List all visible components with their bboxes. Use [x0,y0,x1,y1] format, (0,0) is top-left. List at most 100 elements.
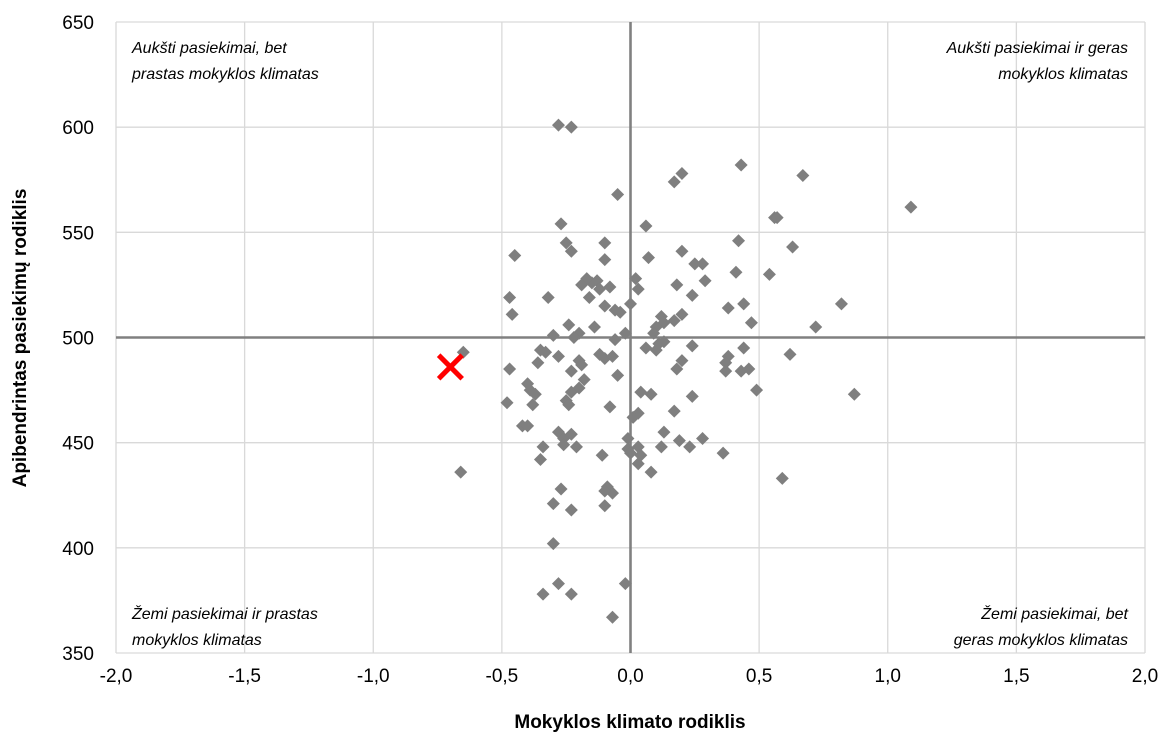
y-tick-label: 500 [62,329,94,350]
data-point [657,425,671,439]
data-point [564,503,578,517]
quadrant-label-bottom-left-line2: mokyklos klimatas [132,632,262,649]
data-point [503,291,517,305]
data-point [732,234,746,248]
y-tick-label: 650 [62,13,94,34]
data-point [750,383,764,397]
x-tick-label: 1,0 [875,666,901,687]
data-point [734,158,748,172]
data-point [593,347,607,361]
data-point [454,465,468,479]
data-point [611,368,625,382]
data-point [729,265,743,279]
data-point [587,320,601,334]
y-tick-label: 550 [62,223,94,244]
data-point [598,236,612,250]
data-point [621,431,635,445]
data-point [649,343,663,357]
data-point [562,318,576,332]
data-point [904,200,918,214]
data-point [608,333,622,347]
data-point [634,385,648,399]
data-point [696,431,710,445]
data-point [685,389,699,403]
data-point [624,446,637,460]
data-point [721,301,735,315]
data-point [783,347,797,361]
data-point [603,280,617,294]
data-point [598,484,612,498]
quadrant-label-bottom-left-line1: Žemi pasiekimai ir prastas [131,604,318,623]
quadrant-label-top-right-line1: Aukšti pasiekimai ir geras [946,40,1128,57]
data-point [551,118,565,132]
quadrant-label-top-right-line2: mokyklos klimatas [998,66,1128,83]
data-point [508,248,522,262]
y-tick-labels: 350 400 450 500 550 600 650 [62,13,94,665]
data-point [719,364,733,378]
data-point [629,272,643,286]
data-point [595,448,609,462]
data-point [598,253,612,267]
data-point [564,364,578,378]
data-point [521,419,535,433]
data-point [546,497,560,511]
data-point [786,240,800,254]
data-point [575,278,589,292]
data-point [562,398,576,412]
data-point [631,282,645,296]
data-point [567,331,581,344]
y-tick-label: 350 [62,644,94,665]
quadrant-label-top-left-line1: Aukšti pasiekimai, bet [131,40,287,57]
data-point [639,341,653,355]
data-point [564,244,578,258]
x-axis-title: Mokyklos klimato rodiklis [514,712,745,733]
data-point [685,288,699,302]
data-point [505,307,519,321]
y-tick-label: 600 [62,118,94,139]
x-tick-label: 0,0 [617,666,643,687]
x-tick-label: -0,5 [486,666,519,687]
data-point [531,356,545,370]
data-point [613,305,627,319]
y-tick-label: 450 [62,434,94,455]
data-point [688,257,702,271]
data-point [670,362,684,376]
data-point [546,328,560,342]
data-point [631,457,645,471]
data-point [667,404,681,418]
y-axis-title: Apibendrintas pasiekimų rodiklis [10,189,31,488]
data-point [626,410,640,424]
data-point [572,381,586,395]
data-point [593,282,607,296]
x-tick-label: 2,0 [1132,666,1158,687]
x-tick-label: -1,0 [357,666,390,687]
highlight-x-marker [436,353,464,381]
data-point [598,299,612,313]
data-point [559,236,573,250]
data-point [667,175,681,189]
data-point [742,362,756,376]
data-point [744,316,758,330]
data-point [834,297,848,311]
y-tick-label: 400 [62,539,94,560]
data-point [569,440,583,454]
data-point [554,217,568,231]
x-tick-label: -2,0 [100,666,133,687]
data-point [775,471,789,485]
x-tick-labels: -2,0 -1,5 -1,0 -0,5 0,0 0,5 1,0 1,5 2,0 [100,666,1159,687]
data-point [605,349,619,363]
data-point [685,339,699,353]
data-point [618,577,632,591]
data-point [847,387,861,401]
data-point [696,257,710,271]
data-point [603,400,617,414]
data-point [796,169,810,183]
data-point [737,341,751,355]
data-point [762,267,776,281]
data-point [551,349,565,363]
data-point [564,120,578,134]
data-point [639,219,653,233]
data-point [551,577,565,591]
data-point [618,326,632,340]
data-point [654,440,668,454]
